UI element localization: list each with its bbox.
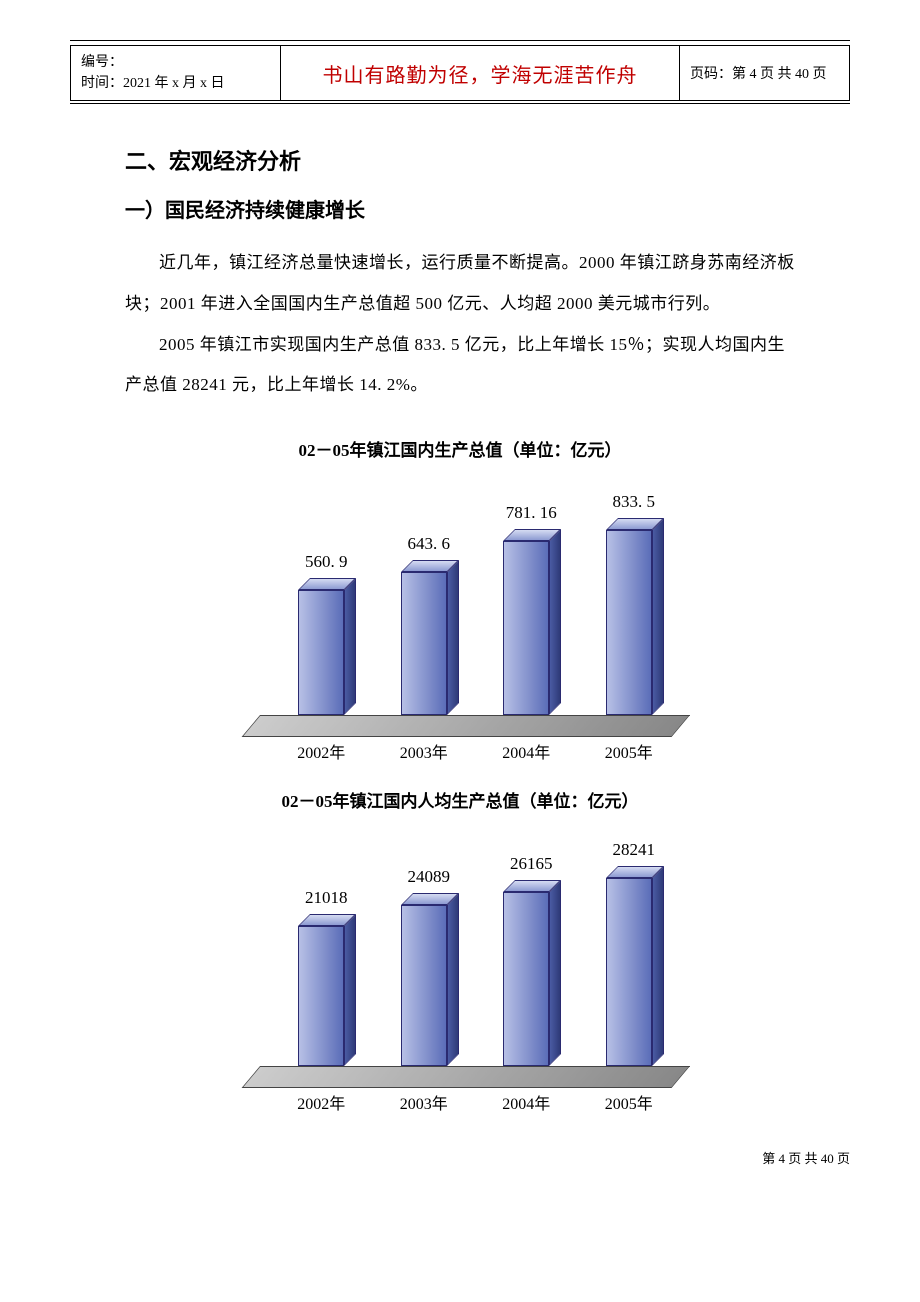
body-content: 二、宏观经济分析 一）国民经济持续健康增长 近几年，镇江经济总量快速增长，运行质… <box>70 144 850 406</box>
chart-bar: 643. 6 <box>401 572 447 715</box>
subsection-title: 一）国民经济持续健康增长 <box>125 194 795 223</box>
gdp-percapita-chart: 02－05年镇江国内人均生产总值（单位：亿元） 2101824089261652… <box>210 787 710 1108</box>
chart-floor <box>260 1066 690 1088</box>
header-id-label: 编号： <box>81 55 123 70</box>
chart-bar: 28241 <box>606 878 652 1066</box>
chart-value-label: 833. 5 <box>574 492 694 512</box>
header-bottom-rule <box>70 103 850 104</box>
chart-title: 02－05年镇江国内生产总值（单位：亿元） <box>210 436 710 461</box>
chart-value-label: 643. 6 <box>369 534 489 554</box>
chart-value-label: 560. 9 <box>266 552 386 572</box>
chart-plot-area: 560. 9643. 6781. 16833. 5 2002年2003年2004… <box>210 477 710 757</box>
gdp-chart: 02－05年镇江国内生产总值（单位：亿元） 560. 9643. 6781. 1… <box>210 436 710 757</box>
chart-value-label: 28241 <box>574 840 694 860</box>
header-center-text: 书山有路勤为径，学海无涯苦作舟 <box>323 65 638 87</box>
chart-bar-row: 560. 9 643. 6 781. 16 833. 5 <box>270 507 680 715</box>
chart-xtick: 2005年 <box>594 1090 664 1114</box>
header-center-cell: 书山有路勤为径，学海无涯苦作舟 <box>281 46 680 101</box>
chart-bar: 560. 9 <box>298 590 344 715</box>
header-left-cell: 编号： 时间：2021 年 x 月 x 日 <box>71 46 281 101</box>
chart-xtick: 2005年 <box>594 739 664 763</box>
chart-bar: 24089 <box>401 905 447 1066</box>
chart-floor <box>260 715 690 737</box>
chart-xtick: 2003年 <box>389 739 459 763</box>
paragraph: 近几年，镇江经济总量快速增长，运行质量不断提高。2000 年镇江跻身苏南经济板块… <box>125 243 795 325</box>
header-page-label: 页码：第 4 页 共 40 页 <box>690 67 827 82</box>
chart-xtick: 2004年 <box>491 1090 561 1114</box>
footer-page-number: 第 4 页 共 40 页 <box>70 1148 850 1167</box>
header-date-label: 时间：2021 年 x 月 x 日 <box>81 76 225 91</box>
paragraph: 2005 年镇江市实现国内生产总值 833. 5 亿元，比上年增长 15％；实现… <box>125 325 795 407</box>
header-table: 编号： 时间：2021 年 x 月 x 日 书山有路勤为径，学海无涯苦作舟 页码… <box>70 45 850 101</box>
top-rule <box>70 40 850 41</box>
chart-xaxis: 2002年 2003年 2004年 2005年 <box>270 739 680 763</box>
page-container: 编号： 时间：2021 年 x 月 x 日 书山有路勤为径，学海无涯苦作舟 页码… <box>0 0 920 1207</box>
chart-xtick: 2002年 <box>286 739 356 763</box>
chart-bar: 21018 <box>298 926 344 1066</box>
header-right-cell: 页码：第 4 页 共 40 页 <box>680 46 850 101</box>
chart-bar: 26165 <box>503 892 549 1066</box>
chart-xaxis: 2002年 2003年 2004年 2005年 <box>270 1090 680 1114</box>
chart-bar: 833. 5 <box>606 530 652 715</box>
chart-plot-area: 21018240892616528241 2002年2003年2004年2005… <box>210 828 710 1108</box>
chart-title: 02－05年镇江国内人均生产总值（单位：亿元） <box>210 787 710 812</box>
chart-bar-row: 21018 24089 26165 28241 <box>270 858 680 1066</box>
chart-xtick: 2002年 <box>286 1090 356 1114</box>
chart-value-label: 21018 <box>266 888 386 908</box>
chart-xtick: 2003年 <box>389 1090 459 1114</box>
chart-bar: 781. 16 <box>503 541 549 715</box>
section-title: 二、宏观经济分析 <box>125 144 795 176</box>
chart-xtick: 2004年 <box>491 739 561 763</box>
